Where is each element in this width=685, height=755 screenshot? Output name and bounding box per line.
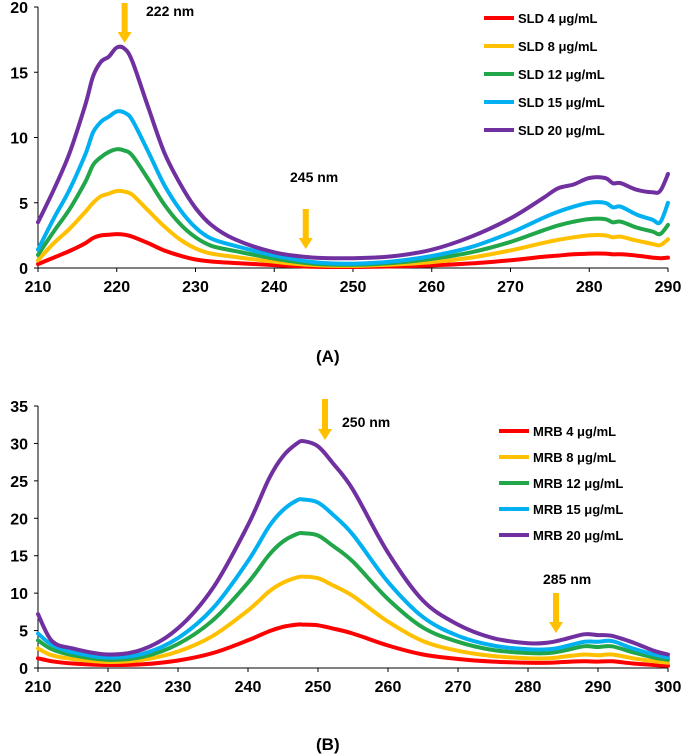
x-tick-label: 300 <box>655 679 682 696</box>
peak-arrow-icon <box>298 209 313 249</box>
legend-label: MRB 15 μg/mL <box>533 502 623 517</box>
series-line-b-4 <box>36 497 670 660</box>
peak-arrow-icon <box>117 3 132 43</box>
y-tick-label: 10 <box>10 131 28 148</box>
series-line-a-1 <box>36 232 670 269</box>
x-tick-label: 280 <box>515 679 542 696</box>
peak-arrow-icon <box>318 399 332 440</box>
annotation-label: 245 nm <box>290 169 338 185</box>
legend-label: MRB 20 μg/mL <box>533 528 623 543</box>
annotation-label: 222 nm <box>146 3 194 19</box>
legend-label: MRB 12 μg/mL <box>533 476 623 491</box>
y-tick-label: 20 <box>10 0 28 17</box>
annotation-label: 285 nm <box>543 571 591 587</box>
panel-label: (B) <box>316 735 340 754</box>
y-tick-label: 0 <box>19 261 28 278</box>
chart-panel-b: 210 220 230 240 250 260 270 280 290 300 0 5 10 15 20 25… <box>10 399 681 754</box>
legend-label: SLD 4 μg/mL <box>518 11 598 26</box>
chart-panel-a: 210 220 230 240 250 260 270 280 290 0 5 10 15 20 SLD 4… <box>10 0 681 366</box>
x-tick-label: 280 <box>576 279 603 296</box>
y-tick-label: 5 <box>19 624 28 641</box>
x-tick-label: 220 <box>103 279 130 296</box>
legend-label: SLD 20 μg/mL <box>518 123 605 138</box>
x-tick-label: 290 <box>585 679 612 696</box>
x-tick-label: 250 <box>340 279 367 296</box>
legend-label: MRB 4 μg/mL <box>533 424 616 439</box>
x-tick-label: 240 <box>261 279 288 296</box>
x-tick-label: 260 <box>418 279 445 296</box>
x-tick-label: 240 <box>235 679 262 696</box>
y-tick-label: 35 <box>10 399 28 416</box>
x-tick-label: 270 <box>497 279 524 296</box>
legend-label: SLD 12 μg/mL <box>518 67 605 82</box>
y-tick-label: 0 <box>19 661 28 678</box>
y-tick-label: 30 <box>10 436 28 453</box>
series-line-a-3 <box>36 147 670 267</box>
legend-label: MRB 8 μg/mL <box>533 450 616 465</box>
y-tick-label: 20 <box>10 511 28 528</box>
series-line-b-3 <box>36 531 670 662</box>
x-tick-label: 250 <box>305 679 332 696</box>
y-tick-label: 10 <box>10 586 28 603</box>
y-tick-label: 15 <box>10 549 28 566</box>
panel-label: (A) <box>316 347 340 366</box>
x-tick-label: 230 <box>182 279 209 296</box>
legend-label: SLD 8 μg/mL <box>518 39 598 54</box>
x-tick-label: 260 <box>375 679 402 696</box>
y-tick-label: 25 <box>10 474 28 491</box>
annotation-label: 250 nm <box>342 414 390 430</box>
peak-arrow-icon <box>549 593 563 633</box>
x-tick-label: 230 <box>165 679 192 696</box>
series-line-a-5 <box>36 44 670 261</box>
series-line-b-2 <box>36 574 670 665</box>
x-tick-label: 270 <box>445 679 472 696</box>
x-tick-label: 220 <box>95 679 122 696</box>
series-line-a-2 <box>36 188 670 268</box>
x-tick-label: 210 <box>25 679 52 696</box>
series-line-a-4 <box>36 109 670 266</box>
series-line-b-5 <box>36 438 670 657</box>
series-line-b-1 <box>36 622 670 668</box>
x-tick-label: 210 <box>25 279 52 296</box>
y-tick-label: 5 <box>19 196 28 213</box>
x-tick-label: 290 <box>655 279 682 296</box>
y-tick-label: 15 <box>10 65 28 82</box>
legend-label: SLD 15 μg/mL <box>518 95 605 110</box>
